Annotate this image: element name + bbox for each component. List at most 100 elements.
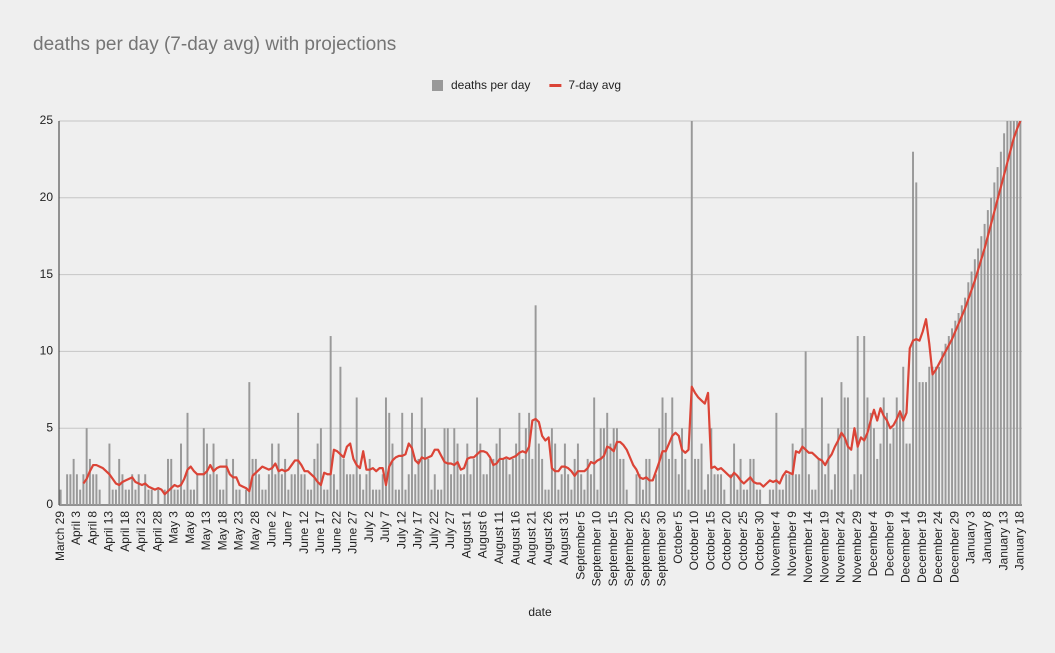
x-tick-label: September 10 — [590, 511, 604, 587]
bar — [768, 489, 771, 505]
bar — [323, 489, 326, 505]
x-tick-label: January 3 — [964, 511, 978, 564]
bar — [648, 458, 651, 505]
bar — [820, 397, 823, 505]
bar — [414, 474, 417, 505]
bar — [306, 489, 309, 505]
bar — [489, 458, 492, 505]
bar — [193, 489, 195, 505]
bar — [261, 489, 264, 505]
bar — [235, 489, 238, 505]
bar — [1006, 121, 1009, 505]
bar — [843, 397, 846, 505]
x-tick-label: August 26 — [541, 511, 555, 565]
x-axis-title: date — [528, 605, 552, 619]
bar — [332, 474, 335, 505]
bar — [599, 428, 602, 505]
x-tick-label: March 29 — [53, 511, 67, 561]
x-tick-label: October 20 — [720, 511, 734, 571]
bar — [482, 474, 485, 505]
bar — [150, 489, 153, 505]
bar — [677, 474, 680, 505]
bar — [121, 474, 124, 505]
x-tick-label: June 22 — [329, 511, 343, 554]
legend-label: deaths per day — [451, 78, 530, 92]
x-tick-label: October 30 — [752, 511, 766, 571]
bar — [92, 474, 95, 505]
x-tick-label: December 4 — [866, 511, 880, 577]
bar — [300, 474, 303, 505]
bar — [586, 458, 589, 505]
bar — [127, 489, 130, 505]
bar — [853, 474, 856, 505]
x-tick-label: July 7 — [378, 511, 392, 543]
bar — [186, 412, 189, 505]
x-tick-label: August 11 — [492, 511, 506, 564]
bar — [980, 236, 983, 505]
x-tick-label: May 28 — [248, 511, 262, 551]
bar — [612, 428, 615, 505]
bar — [495, 443, 498, 505]
bar — [209, 474, 212, 505]
bar — [280, 474, 283, 505]
x-tick-label: November 14 — [801, 511, 815, 583]
bar — [830, 489, 833, 505]
bar — [271, 443, 274, 505]
bar — [596, 489, 599, 505]
bar — [759, 489, 762, 505]
bar — [225, 458, 228, 505]
bar — [778, 489, 781, 505]
bar — [124, 489, 127, 505]
bar — [986, 210, 989, 505]
bar — [459, 474, 462, 505]
bar — [313, 458, 316, 505]
bar — [938, 366, 941, 505]
bar — [339, 366, 342, 505]
bar — [284, 458, 287, 505]
y-tick-label: 10 — [40, 344, 54, 358]
bar — [349, 474, 352, 505]
bar — [707, 474, 710, 505]
bar — [450, 474, 453, 505]
bar — [671, 397, 674, 505]
bar — [921, 382, 924, 505]
bar — [694, 458, 697, 505]
bar — [114, 489, 117, 505]
bar — [723, 489, 726, 505]
bar — [137, 474, 140, 505]
bar — [619, 458, 622, 505]
bar — [742, 489, 745, 505]
bar — [957, 313, 960, 505]
x-tick-label: June 12 — [297, 511, 311, 554]
bar — [98, 489, 101, 505]
bar — [544, 489, 547, 505]
bar — [947, 336, 950, 505]
bar — [713, 474, 716, 505]
bar — [215, 474, 218, 505]
bar — [404, 489, 407, 505]
bar — [245, 489, 248, 505]
bar — [973, 259, 976, 505]
bar — [824, 474, 827, 505]
bar — [1019, 121, 1022, 505]
bar — [277, 443, 280, 505]
lines — [82, 121, 1022, 496]
bar — [697, 458, 700, 505]
bar — [336, 489, 339, 505]
x-tick-label: April 18 — [118, 511, 132, 552]
bar — [534, 305, 537, 505]
bar — [232, 458, 235, 505]
bar — [469, 474, 472, 505]
bar — [176, 489, 179, 505]
bar — [167, 458, 169, 505]
bar — [899, 412, 901, 505]
bar — [401, 412, 404, 505]
bar — [687, 489, 690, 505]
x-tick-label: April 28 — [150, 511, 164, 552]
bar — [287, 489, 290, 505]
x-tick-label: July 17 — [411, 511, 425, 549]
bar — [466, 443, 469, 505]
bar — [144, 474, 147, 505]
bar — [375, 489, 378, 505]
bar — [515, 443, 518, 505]
